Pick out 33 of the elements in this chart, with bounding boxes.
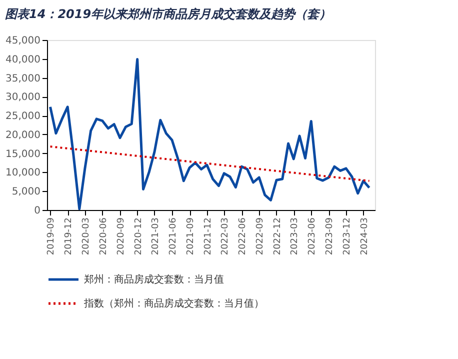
y-tick-label: 15,000 [6,148,40,160]
y-tick-label: 30,000 [6,92,40,104]
x-tick-label: 2020-03 [81,218,92,256]
x-tick-label: 2023-09 [325,217,336,256]
legend-label: 郑州：商品房成交套数：当月值 [84,274,224,286]
x-tick-label: 2019-09 [46,217,57,256]
y-tick-label: 25,000 [6,111,40,122]
x-tick-label: 2022-06 [238,217,248,256]
y-tick-label: 10,000 [6,168,40,179]
x-tick-label: 2021-06 [168,217,179,256]
y-tick-label: 45,000 [6,36,40,46]
x-tick-label: 2023-12 [342,218,353,256]
x-tick-label: 2021-03 [150,218,161,256]
y-tick-label: 5,000 [12,186,40,198]
x-tick-label: 2023-03 [290,218,300,256]
line-series [48,58,371,210]
y-tick-label: 20,000 [6,130,40,141]
x-tick-label: 2022-03 [220,218,231,256]
x-tick-label: 2021-12 [203,218,214,256]
x-tick-label: 2022-09 [256,217,266,256]
x-tick-label: 2023-06 [308,217,318,256]
x-tick-label: 2022-12 [272,218,283,256]
x-tick-label: 2021-09 [186,217,196,256]
y-tick-label: 35,000 [6,73,40,84]
chart-title: 图表14：2019年以来郑州市商品房月成交套数及趋势（套） [5,7,332,21]
x-tick-label: 2020-06 [98,217,109,256]
x-tick-label: 2024-03 [360,218,370,256]
x-tick-label: 2019-12 [64,218,74,256]
y-tick-label: 40,000 [6,54,40,66]
x-tick-label: 2020-12 [134,218,144,256]
legend-label: 指数（郑州：商品房成交套数：当月值） [83,298,264,310]
x-tick-label: 2020-09 [116,217,126,256]
y-tick-label: 0 [34,206,40,216]
